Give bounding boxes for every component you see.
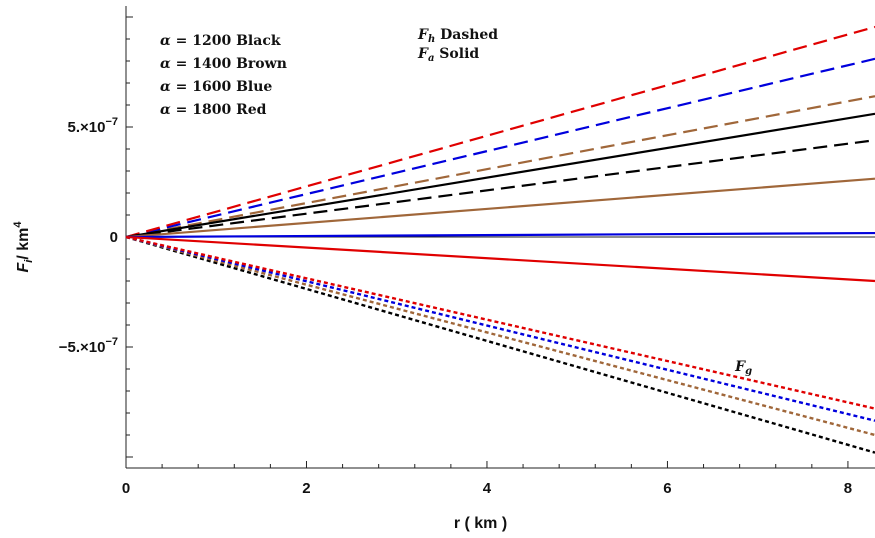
axis-titles: r ( km ) Fi/ km4 xyxy=(12,221,507,532)
legend-alpha-entry: α = 1200 Black xyxy=(160,33,281,49)
y-axis-title-main: F xyxy=(15,261,32,272)
annotations: Fg xyxy=(734,359,752,377)
x-tick-label: 6 xyxy=(663,480,671,497)
y-tick-label: 0 xyxy=(110,229,118,246)
legend-style-entry: Fh Dashed xyxy=(417,27,498,45)
series-line-fh-1600 xyxy=(125,57,875,239)
series-line-fa-1200 xyxy=(125,112,875,239)
series-line-fg-1600 xyxy=(125,235,875,422)
legend: α = 1200 Black α = 1400 Brown α = 1600 Blu… xyxy=(160,27,498,118)
series-line-fg-1200 xyxy=(125,235,875,454)
series-annotation: Fg xyxy=(734,359,752,377)
y-tick-label: 5.×10−7 xyxy=(67,116,118,136)
x-tick-label: 0 xyxy=(122,480,130,497)
series-line-fa-1800 xyxy=(125,235,875,283)
x-tick-label: 8 xyxy=(844,480,852,497)
x-tick-label: 4 xyxy=(483,480,492,497)
series-line-fh-1800 xyxy=(125,25,875,239)
series-line-fh-1200 xyxy=(125,139,875,239)
legend-alpha-entry: α = 1400 Brown xyxy=(160,56,287,72)
x-axis-title: r ( km ) xyxy=(454,515,507,532)
series-layer xyxy=(125,25,875,454)
series-line-fa-1400 xyxy=(125,177,875,239)
legend-alpha-entry: α = 1800 Red xyxy=(160,102,267,118)
y-tick-label: −5.×10−7 xyxy=(59,336,118,356)
series-line-fg-1800 xyxy=(125,235,875,410)
legend-alpha-entry: α = 1600 Blue xyxy=(160,79,272,95)
series-line-fh-1400 xyxy=(125,95,875,239)
y-axis-title-sub: i xyxy=(23,259,35,263)
y-axis-title: Fi/ km4 xyxy=(12,221,35,273)
y-axis-title-unit: / km xyxy=(15,228,32,260)
y-axis-title-exp: 4 xyxy=(12,221,24,228)
x-tick-label: 2 xyxy=(302,480,310,497)
legend-style-entry: Fa Solid xyxy=(417,46,479,64)
series-line-fg-1400 xyxy=(125,235,875,437)
series-line-fa-1600 xyxy=(125,231,875,239)
